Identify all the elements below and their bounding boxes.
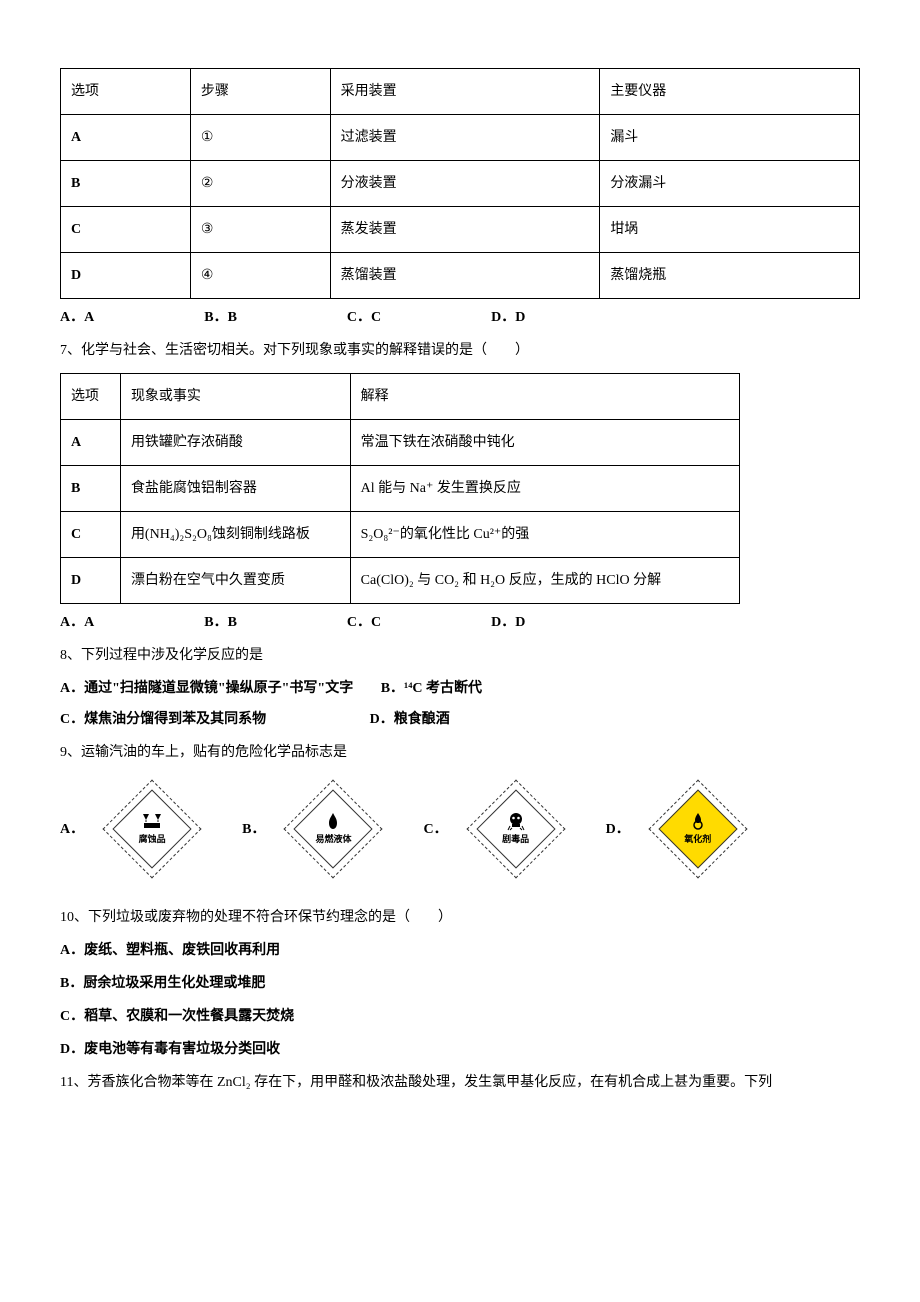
table-row: B 食盐能腐蚀铝制容器 Al 能与 Na⁺ 发生置换反应 (61, 466, 740, 512)
option-d: D．D (491, 612, 525, 633)
q9-label-b: B． (242, 819, 265, 840)
question-7: 7、化学与社会、生活密切相关。对下列现象或事实的解释错误的是（ ） (60, 340, 860, 361)
cell: A (61, 420, 121, 466)
option-d: D．D (491, 307, 525, 328)
q8-option-c: C．煤焦油分馏得到苯及其同系物 (60, 712, 266, 727)
cell: 坩埚 (600, 207, 860, 253)
q9-label-a: A． (60, 819, 84, 840)
question-8: 8、下列过程中涉及化学反应的是 (60, 645, 860, 666)
table-row: D 漂白粉在空气中久置变质 Ca(ClO)₂ 与 CO₂ 和 H₂O 反应，生成… (61, 558, 740, 604)
cell: 分液漏斗 (600, 161, 860, 207)
hazard-content: 剧毒品 (476, 789, 556, 869)
th-phenomenon: 现象或事实 (120, 374, 350, 420)
hazard-content: 易燃液体 (293, 789, 373, 869)
q9-hazard-row: A． 腐蚀品 B． 易燃液体 C． (60, 781, 860, 877)
answer-options-row-2: A．A B．B C．C D．D (60, 612, 860, 633)
corrosive-icon (140, 811, 164, 831)
cell: 用(NH₄)₂S₂O₈蚀刻铜制线路板 (120, 512, 350, 558)
hazard-name: 腐蚀品 (139, 833, 166, 847)
option-c: C．C (347, 612, 381, 633)
option-a: A．A (60, 612, 94, 633)
cell: 过滤装置 (330, 115, 600, 161)
hazard-name: 易燃液体 (315, 833, 351, 847)
q10-option-b: B．厨余垃圾采用生化处理或堆肥 (60, 973, 860, 994)
option-c: C．C (347, 307, 381, 328)
th-instrument: 主要仪器 (600, 69, 860, 115)
hazard-name: 剧毒品 (502, 833, 529, 847)
flame-circle-icon (686, 811, 710, 831)
cell: A (61, 115, 191, 161)
cell: ② (190, 161, 330, 207)
hazard-oxidizer: 氧化剂 (638, 781, 758, 877)
q10-option-a: A．废纸、塑料瓶、废铁回收再利用 (60, 940, 860, 961)
table-row: A 用铁罐贮存浓硝酸 常温下铁在浓硝酸中钝化 (61, 420, 740, 466)
hazard-flammable: 易燃液体 (273, 781, 393, 877)
table-options-equipment: 选项 步骤 采用装置 主要仪器 A ① 过滤装置 漏斗 B ② 分液装置 分液漏… (60, 68, 860, 299)
cell: ④ (190, 253, 330, 299)
q8-option-a: A．通过"扫描隧道显微镜"操纵原子"书写"文字 (60, 681, 353, 696)
option-b: B．B (204, 612, 237, 633)
cell: 食盐能腐蚀铝制容器 (120, 466, 350, 512)
cell: B (61, 466, 121, 512)
hazard-content: 氧化剂 (658, 789, 738, 869)
question-11: 11、芳香族化合物苯等在 ZnCl₂ 存在下，用甲醛和极浓盐酸处理，发生氯甲基化… (60, 1072, 860, 1093)
cell: 蒸馏烧瓶 (600, 253, 860, 299)
th-step: 步骤 (190, 69, 330, 115)
table-row: C ③ 蒸发装置 坩埚 (61, 207, 860, 253)
cell: 分液装置 (330, 161, 600, 207)
cell: 漏斗 (600, 115, 860, 161)
cell: 蒸馏装置 (330, 253, 600, 299)
q8-options-line1: A．通过"扫描隧道显微镜"操纵原子"书写"文字 B．¹⁴C 考古断代 (60, 678, 860, 699)
th-option: 选项 (61, 69, 191, 115)
th-explanation: 解释 (350, 374, 739, 420)
q8-options-line2: C．煤焦油分馏得到苯及其同系物 D．粮食酿酒 (60, 709, 860, 730)
cell: Al 能与 Na⁺ 发生置换反应 (350, 466, 739, 512)
cell: D (61, 558, 121, 604)
answer-options-row: A．A B．B C．C D．D (60, 307, 860, 328)
table-row: B ② 分液装置 分液漏斗 (61, 161, 860, 207)
q10-option-d: D．废电池等有毒有害垃圾分类回收 (60, 1039, 860, 1060)
table-row: A ① 过滤装置 漏斗 (61, 115, 860, 161)
cell: ① (190, 115, 330, 161)
q8-option-b: B．¹⁴C 考古断代 (381, 681, 482, 696)
cell: S₂O₈²⁻的氧化性比 Cu²⁺的强 (350, 512, 739, 558)
cell: B (61, 161, 191, 207)
cell: C (61, 207, 191, 253)
hazard-content: 腐蚀品 (112, 789, 192, 869)
th-device: 采用装置 (330, 69, 600, 115)
table-header-row: 选项 现象或事实 解释 (61, 374, 740, 420)
hazard-name: 氧化剂 (684, 833, 711, 847)
skull-icon (504, 811, 528, 831)
q9-label-c: C． (423, 819, 447, 840)
question-9: 9、运输汽油的车上，贴有的危险化学品标志是 (60, 742, 860, 763)
hazard-toxic: 剧毒品 (456, 781, 576, 877)
cell: 蒸发装置 (330, 207, 600, 253)
cell: 用铁罐贮存浓硝酸 (120, 420, 350, 466)
table-row: C 用(NH₄)₂S₂O₈蚀刻铜制线路板 S₂O₈²⁻的氧化性比 Cu²⁺的强 (61, 512, 740, 558)
hazard-corrosive: 腐蚀品 (92, 781, 212, 877)
cell: ③ (190, 207, 330, 253)
flame-icon (321, 811, 345, 831)
cell: Ca(ClO)₂ 与 CO₂ 和 H₂O 反应，生成的 HClO 分解 (350, 558, 739, 604)
th-option: 选项 (61, 374, 121, 420)
option-b: B．B (204, 307, 237, 328)
cell: C (61, 512, 121, 558)
cell: D (61, 253, 191, 299)
q10-option-c: C．稻草、农膜和一次性餐具露天焚烧 (60, 1006, 860, 1027)
q9-label-d: D． (606, 819, 630, 840)
question-10: 10、下列垃圾或废弃物的处理不符合环保节约理念的是（ ） (60, 907, 860, 928)
table-phenomena-explanation: 选项 现象或事实 解释 A 用铁罐贮存浓硝酸 常温下铁在浓硝酸中钝化 B 食盐能… (60, 373, 740, 604)
cell: 常温下铁在浓硝酸中钝化 (350, 420, 739, 466)
table-header-row: 选项 步骤 采用装置 主要仪器 (61, 69, 860, 115)
q8-option-d: D．粮食酿酒 (370, 712, 450, 727)
cell: 漂白粉在空气中久置变质 (120, 558, 350, 604)
option-a: A．A (60, 307, 94, 328)
table-row: D ④ 蒸馏装置 蒸馏烧瓶 (61, 253, 860, 299)
